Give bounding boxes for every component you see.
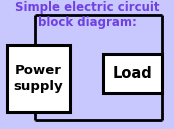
Text: Power
supply: Power supply xyxy=(13,64,63,93)
Text: Load: Load xyxy=(112,66,152,81)
FancyBboxPatch shape xyxy=(7,45,70,112)
Text: Simple electric circuit
block diagram:: Simple electric circuit block diagram: xyxy=(15,1,159,29)
FancyBboxPatch shape xyxy=(103,54,162,93)
